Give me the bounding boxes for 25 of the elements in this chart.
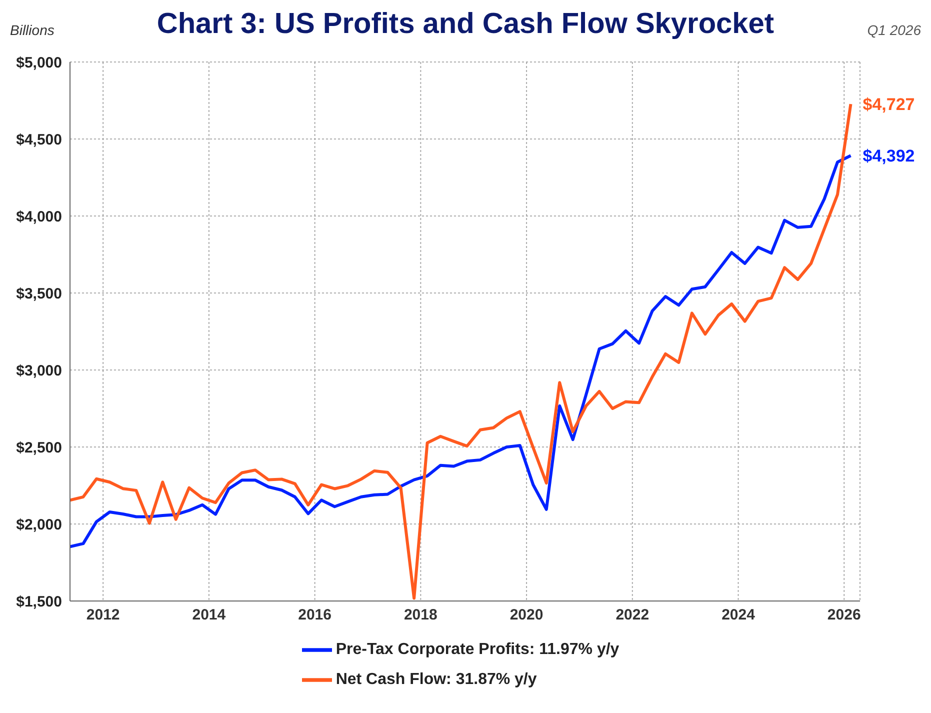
annotation: $4,392 xyxy=(862,146,915,166)
y-tick-label: $2,500 xyxy=(16,439,62,456)
x-tick-label: 2020 xyxy=(510,606,544,624)
text: Q1 2026 xyxy=(867,22,921,38)
y-tick-label: $4,500 xyxy=(16,131,62,148)
annotation: $4,727 xyxy=(862,95,915,114)
legend-label: Pre-Tax Corporate Profits: 11.97% y/y xyxy=(336,641,620,658)
y-tick-label: $2,000 xyxy=(16,516,62,534)
y-tick-label: $4,000 xyxy=(16,208,62,226)
x-tick-label: 2022 xyxy=(616,606,650,624)
x-tick-label: 2014 xyxy=(192,606,226,624)
y-tick-label: $5,000 xyxy=(16,54,62,72)
y-axis-title: Billions xyxy=(10,22,54,38)
x-tick-label: 2026 xyxy=(827,606,861,624)
x-tick-label: 2024 xyxy=(722,606,756,624)
line-series xyxy=(70,102,852,600)
y-tick-label: $3,500 xyxy=(16,285,62,302)
chart-title: Chart 3: US Profits and Cash Flow Skyrocket xyxy=(156,8,774,40)
line-series xyxy=(70,154,852,548)
x-tick-label: 2012 xyxy=(86,606,120,624)
legend-label: Net Cash Flow: 31.87% y/y xyxy=(336,671,537,688)
x-tick-label: 2016 xyxy=(298,606,332,624)
y-tick-label: $1,500 xyxy=(16,593,62,610)
y-tick-label: $3,000 xyxy=(16,362,62,380)
x-tick-label: 2018 xyxy=(404,606,438,624)
